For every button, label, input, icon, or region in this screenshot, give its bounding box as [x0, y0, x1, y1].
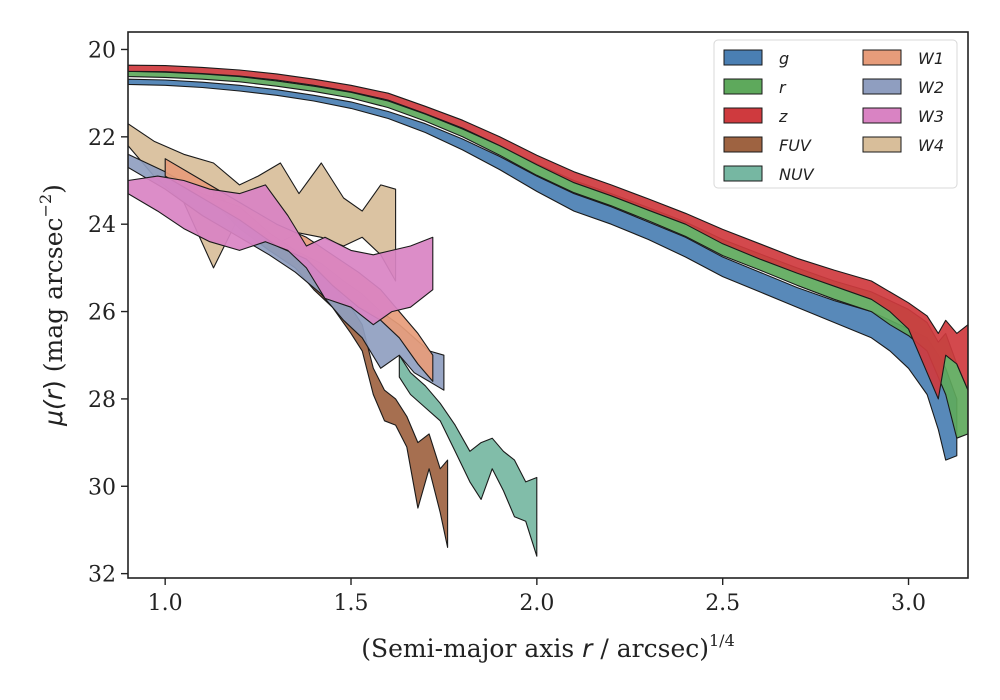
legend-label-w4: W4	[918, 136, 944, 155]
y-axis-label: μ(r) (mag arcsec−2)	[36, 184, 68, 427]
legend-label-g: g	[779, 49, 789, 68]
band-g	[128, 78, 958, 461]
x-tick-label: 2.0	[519, 591, 554, 616]
legend-swatch-r	[723, 78, 763, 95]
chart-legend: grz FUV NUV W1 W2 W3 W4	[713, 39, 958, 189]
x-axis-label: (Semi-major axis r / arcsec)1/4	[361, 631, 735, 663]
x-tick-label: 1.5	[334, 591, 369, 616]
legend-swatch-g	[723, 49, 763, 66]
legend-swatch-z	[723, 107, 763, 124]
x-tick-label: 3.0	[891, 591, 926, 616]
x-tick-label: 2.5	[705, 591, 740, 616]
band-z	[128, 64, 968, 400]
legend-swatch-w1	[862, 49, 902, 66]
legend-label-nuv: NUV	[779, 165, 815, 184]
legend-label-fuv: FUV	[779, 136, 812, 155]
y-tick-label: 28	[88, 388, 116, 413]
legend-label-w1: W1	[918, 49, 944, 68]
y-tick-label: 30	[88, 475, 116, 500]
y-tick-label: 32	[88, 563, 116, 588]
y-tick-label: 22	[88, 126, 116, 151]
legend-label-w2: W2	[918, 78, 944, 97]
legend-swatch-nuv	[723, 165, 763, 182]
legend-swatch-w4	[862, 136, 902, 153]
plot-frame	[127, 31, 969, 579]
chart-axes: 1.0 1.5 2.0 2.5 3.0 20 22 24 26 28 30 32	[88, 31, 969, 616]
legend-swatch-w2	[862, 78, 902, 95]
y-tick-label: 24	[88, 213, 116, 238]
y-tick-label: 20	[88, 38, 116, 63]
y-tick-label: 26	[88, 301, 116, 326]
legend-label-r: r	[779, 78, 787, 97]
band-w3	[128, 175, 434, 326]
profile-bands	[128, 64, 968, 557]
legend-swatch-fuv	[723, 136, 763, 153]
band-nuv	[398, 354, 538, 557]
legend-label-w3: W3	[918, 107, 944, 126]
x-tick-label: 1.0	[148, 591, 183, 616]
legend-label-z: z	[778, 107, 788, 126]
legend-swatch-w3	[862, 107, 902, 124]
